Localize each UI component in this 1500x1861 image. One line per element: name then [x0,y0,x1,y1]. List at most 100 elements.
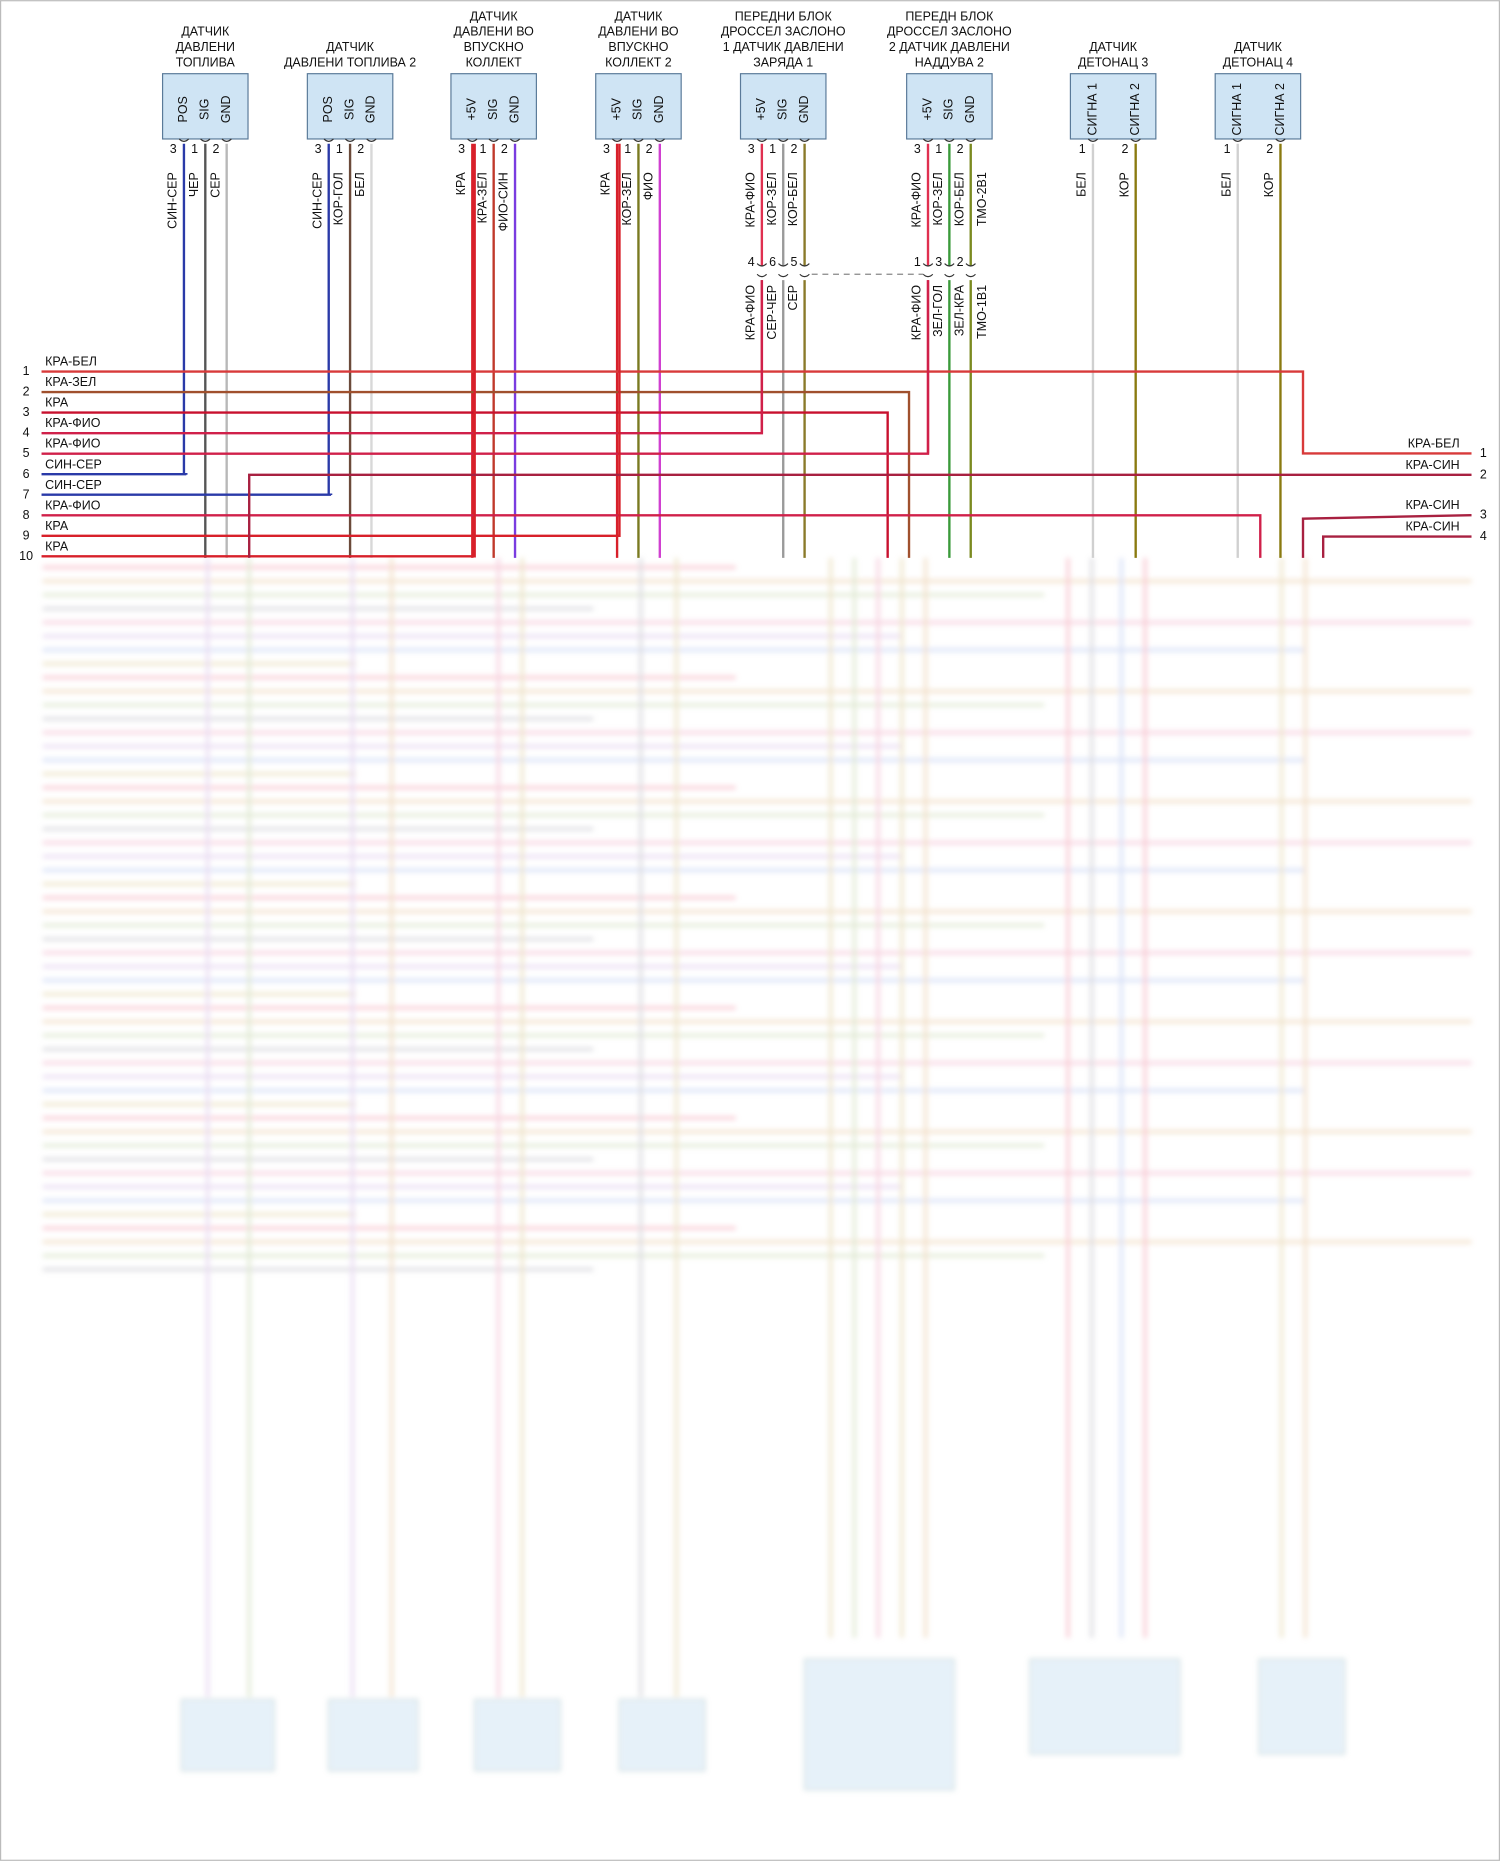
sensor-title: ДРОССЕЛ ЗАСЛОНО [887,25,1012,39]
sensor-box [1069,73,1157,140]
wire-label: СЕР-ЧЕР [765,285,779,340]
sensor-title: ВПУСКНО [464,40,524,54]
blurred-lower-section [42,557,1472,1791]
sensor-title: ДАВЛЕНИ ВО [598,25,679,39]
faded-component [1029,1658,1181,1755]
connector-pin [756,138,768,142]
sensor-box [595,73,682,140]
sensor-title: ТОПЛИВА [176,56,236,70]
connector-pin [944,273,955,278]
pin-number: 1 [769,142,776,156]
pin-name: GND [797,95,811,123]
pin-number: 2 [213,142,220,156]
connector-pin [611,138,623,142]
sensor-box [739,73,827,140]
connector-pin [799,138,810,142]
wire-label: ЧЕР [187,172,201,197]
pin-name: GND [364,95,378,123]
harness-pin-number: 4 [1480,529,1487,543]
pin-name: СИГНА 1 [1230,83,1244,135]
harness-wire-label: КРА-СИН [1406,498,1460,512]
wire-label: ЗЕЛ-КРА [952,284,966,336]
faded-component [474,1698,561,1772]
harness-wire-label: КРА [45,396,69,410]
pin-number: 2 [1266,142,1273,156]
pin-name: SIG [776,99,790,120]
harness-pin-number: 5 [23,446,30,460]
wire-label: КРА [599,172,613,196]
harness-pin-number: 3 [23,405,30,419]
wire-label: ТМО-1В1 [975,285,989,339]
harness-pin-number: 3 [1480,508,1487,522]
harness-wire-label: КРА-ФИО [45,416,101,430]
connector-pin [221,138,232,142]
connector-pin [778,263,789,267]
connector-pin [965,273,976,278]
harness-wire-label: КРА [45,519,69,533]
pin-number: 1 [624,142,631,156]
sensor-title: ДАВЛЕНИ [176,40,235,54]
wire-label: КОР-ЗЕЛ [765,172,779,225]
sensor-box [161,73,249,140]
sensor-title: 2 ДАТЧИК ДАВЛЕНИ [889,40,1010,54]
connector-pin [633,138,644,142]
wire [41,390,911,558]
connector-pin [509,138,521,142]
sensor-title: КОЛЛЕКТ [466,56,523,70]
harness-pin-number: 8 [23,508,30,522]
wire-label: СИН-СЕР [310,172,324,229]
connector-pin [756,273,768,278]
harness-pin-number: 9 [23,528,30,542]
pin-number: 1 [480,142,487,156]
pin-number: 3 [603,142,610,156]
wire-label: КОР-ЗЕЛ [620,172,634,225]
sensor-title: ПЕРЕДН БЛОК [905,9,994,23]
faded-component [618,1698,706,1772]
pin-name: GND [219,95,233,123]
pin-number: 3 [315,142,322,156]
pin-number: 3 [935,255,942,269]
harness-wire-label: КРА-ФИО [45,437,101,451]
harness-pin-number: 6 [23,467,30,481]
harness-pin-number: 7 [23,487,30,501]
harness-wire-label: СИН-СЕР [45,478,102,492]
connector-pin [178,138,190,142]
wire-label: КОР-БЕЛ [786,172,800,226]
pin-name: СИГНА 2 [1128,83,1142,135]
sensor-title: 1 ДАТЧИК ДАВЛЕНИ [723,40,844,54]
connector-pin [965,263,976,267]
connector-pin [1087,138,1099,142]
sensor-title: ПЕРЕДНИ БЛОК [735,9,833,23]
pin-number: 2 [1122,142,1129,156]
harness-wire-label: КРА-БЕЛ [45,355,97,369]
wire-label: КОР [1262,172,1276,197]
pin-number: 2 [646,142,653,156]
wire-label: КРА-ЗЕЛ [475,172,489,223]
wire-label: КОР-ГОЛ [332,172,346,225]
harness-wire-label: КРА-СИН [1406,520,1460,534]
sensor-title: ДЕТОНАЦ 4 [1223,56,1293,70]
wire [41,280,764,435]
pin-name: SIG [342,99,356,120]
sensor-title: ЗАРЯДА 1 [753,56,813,70]
connector-pin [965,138,976,142]
sensor-title: ДАВЛЕНИ ТОПЛИВА 2 [284,56,416,70]
faded-component [180,1698,275,1772]
pin-number: 6 [769,255,776,269]
pin-name: +5V [920,97,934,120]
sensor-title: ДАТЧИК [1089,40,1138,54]
wire [41,280,930,455]
connector-pin [654,138,665,142]
pin-number: 3 [914,142,921,156]
wire-label: БЕЛ [353,172,367,197]
pin-number: 5 [790,255,797,269]
wire-label: СЕР [208,172,222,198]
wire [41,143,621,537]
wire [41,411,889,558]
wire-label: КРА-ФИО [910,285,924,341]
wire-label: СИН-СЕР [166,172,180,229]
wire-label: КРА [454,172,468,196]
wire [41,143,476,558]
